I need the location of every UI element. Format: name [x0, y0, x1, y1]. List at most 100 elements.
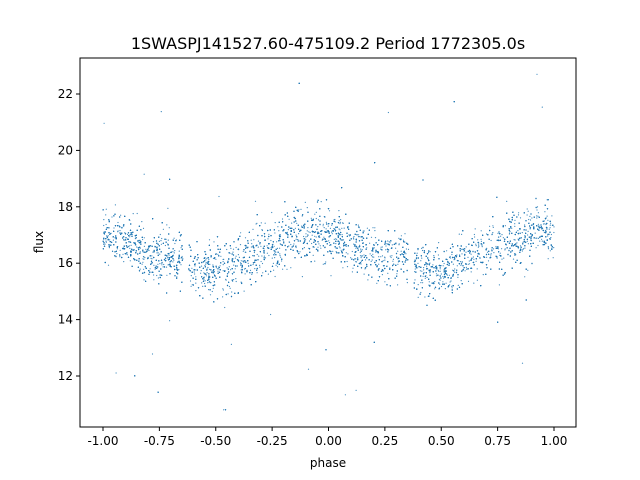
data-point — [256, 272, 258, 274]
data-point — [406, 282, 408, 284]
data-point — [371, 256, 374, 258]
data-point — [378, 263, 380, 265]
data-point — [426, 276, 428, 279]
data-point — [244, 267, 247, 270]
data-point — [341, 227, 343, 229]
data-point — [132, 213, 134, 215]
data-point — [424, 277, 426, 279]
data-point — [363, 273, 365, 275]
data-point — [472, 256, 474, 258]
data-point — [521, 362, 524, 364]
data-point — [526, 214, 528, 216]
data-point — [467, 280, 470, 282]
data-point — [223, 409, 225, 411]
data-point — [307, 234, 309, 236]
data-point — [296, 222, 298, 224]
data-point — [307, 368, 310, 370]
data-point — [167, 239, 169, 241]
data-point — [320, 201, 322, 203]
data-point — [271, 211, 273, 214]
data-point — [318, 243, 320, 245]
data-point — [449, 281, 451, 283]
data-point — [259, 264, 261, 266]
data-point — [241, 266, 243, 268]
data-point — [259, 266, 261, 268]
data-point — [111, 216, 113, 218]
data-point — [405, 253, 407, 255]
data-point — [167, 256, 169, 258]
data-point — [337, 234, 339, 236]
data-point — [465, 266, 467, 268]
data-point — [168, 264, 170, 266]
data-point — [439, 283, 441, 285]
data-point — [205, 275, 207, 277]
data-point — [208, 289, 210, 291]
data-point — [297, 239, 299, 241]
data-point — [349, 235, 351, 237]
data-point — [450, 280, 452, 282]
data-point — [498, 236, 500, 238]
data-point — [142, 238, 144, 241]
data-point — [423, 267, 425, 269]
data-point — [342, 239, 345, 241]
data-point — [329, 244, 331, 246]
data-point — [212, 287, 214, 289]
data-point — [205, 263, 207, 265]
data-point — [230, 343, 232, 345]
data-point — [519, 217, 522, 219]
data-point — [529, 215, 531, 217]
data-point — [338, 228, 340, 230]
data-point — [190, 275, 192, 277]
data-point — [490, 254, 492, 256]
data-point — [486, 256, 488, 258]
data-point — [328, 240, 330, 242]
data-point — [295, 238, 297, 240]
data-point — [500, 235, 502, 237]
data-point — [522, 248, 525, 250]
data-point — [160, 111, 162, 113]
data-point — [509, 230, 511, 232]
data-point — [151, 258, 153, 260]
data-point — [446, 250, 448, 252]
data-point — [195, 290, 197, 292]
data-point — [498, 284, 500, 286]
data-point — [208, 281, 210, 283]
data-point — [322, 263, 324, 265]
data-point — [283, 240, 285, 242]
data-point — [222, 264, 224, 266]
data-point — [519, 245, 522, 247]
data-point — [174, 250, 176, 252]
data-point — [467, 256, 469, 258]
data-point — [544, 223, 546, 225]
data-point — [414, 268, 416, 270]
data-point — [372, 250, 374, 252]
data-point — [325, 228, 327, 230]
data-point — [142, 227, 145, 229]
data-point — [503, 257, 505, 259]
data-point — [166, 274, 168, 276]
data-point — [429, 251, 431, 253]
data-point — [491, 249, 493, 251]
data-point — [439, 270, 441, 272]
data-point — [122, 237, 124, 239]
data-point — [152, 251, 154, 253]
data-point — [130, 244, 132, 246]
data-point — [347, 253, 349, 255]
data-point — [228, 285, 230, 288]
data-point — [213, 241, 215, 243]
data-point — [346, 260, 348, 263]
data-point — [247, 262, 249, 264]
data-point — [294, 227, 296, 229]
data-point — [350, 257, 352, 259]
data-point — [330, 275, 332, 277]
data-point — [436, 268, 438, 270]
data-point — [264, 222, 266, 224]
data-point — [397, 250, 399, 252]
data-point — [208, 239, 211, 241]
data-point — [178, 269, 180, 271]
data-point — [345, 252, 347, 254]
data-point — [438, 278, 440, 280]
data-point — [113, 227, 115, 229]
data-point — [527, 269, 529, 271]
data-point — [322, 223, 324, 225]
